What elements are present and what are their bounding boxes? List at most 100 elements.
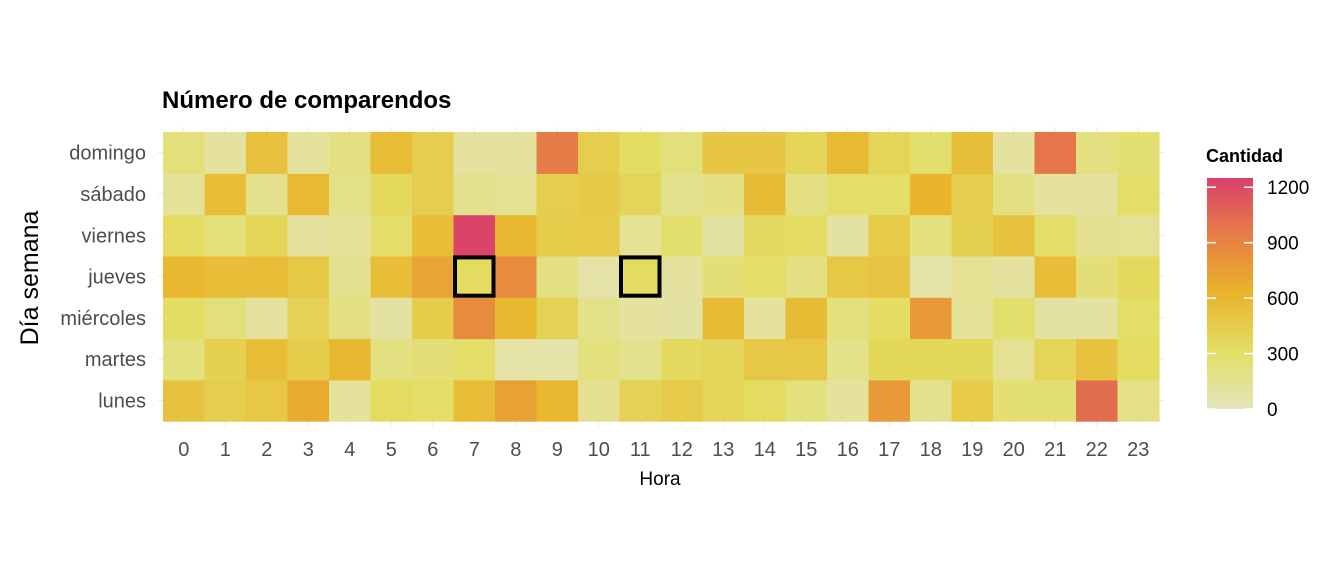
heatmap-cell [536,214,579,257]
heatmap-cell [619,132,662,174]
x-tick-label: 18 [920,439,942,461]
x-tick-label: 8 [510,439,521,461]
heatmap-cell [951,338,994,381]
heatmap-cell [785,214,828,257]
heatmap-cell [578,214,621,257]
heatmap-cell [993,132,1036,174]
x-tick-label: 1 [220,439,231,461]
heatmap-cell [951,255,994,298]
legend-ticks: 0 300 600 900 1200 [1207,178,1309,421]
heatmap-cell [246,132,289,174]
heatmap-cell [329,297,372,340]
heatmap-cell [619,173,662,216]
x-tick-label: 23 [1127,439,1149,461]
heatmap-cell [1076,173,1119,216]
heatmap-cell [578,297,621,340]
heatmap-cell [1076,338,1119,381]
heatmap-cell [453,214,496,257]
heatmap-cell [453,173,496,216]
heatmap-cell [536,255,579,298]
heatmap-cell [246,255,289,298]
heatmap-cell [1117,132,1160,174]
heatmap-cell [702,297,745,340]
heatmap-cell [370,338,413,381]
x-tick-label: 3 [303,439,314,461]
heatmap-cell [495,173,538,216]
heatmap-cell [702,255,745,298]
heatmap-cell [578,255,621,298]
heatmap-cell [661,214,704,257]
heatmap-cell [868,173,911,216]
heatmap-cell [827,379,870,422]
heatmap-cell [619,214,662,257]
x-tick-label: 2 [261,439,272,461]
heatmap-cell [412,132,455,174]
heatmap-cell [287,338,330,381]
heatmap-cell [246,297,289,340]
heatmap-cell [287,173,330,216]
heatmap-cell [910,338,953,381]
heatmap-cell [951,214,994,257]
heatmap-cell [495,214,538,257]
heatmap-cell [204,255,247,298]
legend-colorbar [1207,178,1253,409]
heatmap-cell [1034,338,1077,381]
heatmap-cell [910,173,953,216]
heatmap-cell [412,255,455,298]
heatmap-cell [661,379,704,422]
heatmap-cell [827,214,870,257]
heatmap-cell [370,297,413,340]
heatmap-cell [536,173,579,216]
heatmap-cell [993,338,1036,381]
heatmap-cell [1117,379,1160,422]
highlight-box [453,255,496,298]
heatmap-cell [163,173,206,216]
chart-title: Número de comparendos [162,87,451,114]
heatmap-cell [1034,379,1077,422]
heatmap-cell [868,379,911,422]
x-tick-label: 20 [1003,439,1025,461]
x-tick-label: 22 [1086,439,1108,461]
y-tick-label: martes [85,349,146,371]
heatmap-cell [246,338,289,381]
heatmap-cell [329,379,372,422]
heatmap-cell [702,214,745,257]
heatmap-cell [453,132,496,174]
heatmap-cell [785,338,828,381]
heatmap-cell [1076,255,1119,298]
heatmap-cell [619,255,662,298]
heatmap-cell [329,132,372,174]
heatmap-cell [495,255,538,298]
x-axis-title: Hora [639,469,681,490]
heatmap-cell [163,297,206,340]
legend-tick-label: 900 [1267,234,1299,255]
heatmap-cell [744,214,787,257]
heatmap-cell [370,379,413,422]
x-tick-labels: 0 1 2 3 4 5 6 7 8 9 10 11 12 13 14 15 16 17 18 19 20 21 22 23 [178,439,1149,461]
heatmap-cell [246,379,289,422]
legend-tick-label: 0 [1267,400,1278,421]
heatmap-cell [1117,255,1160,298]
heatmap-cell [578,173,621,216]
heatmap-cell [495,297,538,340]
heatmap-cell [536,379,579,422]
heatmap-cell [453,379,496,422]
y-tick-label: miércoles [60,308,146,330]
heatmap-cell [951,379,994,422]
heatmap-cell [287,132,330,174]
heatmap-cell [287,297,330,340]
heatmap-cell [163,132,206,174]
heatmap-cell [370,214,413,257]
heatmap-cell [868,255,911,298]
heatmap-cell [868,338,911,381]
heatmap-cell [661,173,704,216]
x-tick-label: 17 [878,439,900,461]
heatmap-cell [1034,297,1077,340]
heatmap-cell [1034,132,1077,174]
heatmap-cell [287,214,330,257]
heatmap-cell [744,338,787,381]
heatmap-cell [910,214,953,257]
x-tick-label: 5 [386,439,397,461]
x-tick-label: 10 [588,439,610,461]
heatmap-cell [785,132,828,174]
